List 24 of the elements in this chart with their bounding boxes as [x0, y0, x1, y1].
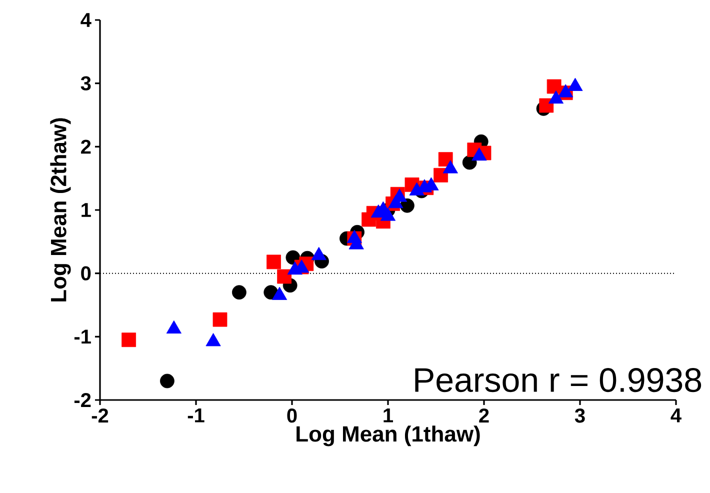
- y-tick-label: 2: [81, 140, 91, 154]
- x-tick-label: 2: [479, 408, 489, 422]
- y-tick-label: -1: [74, 330, 91, 344]
- y-tick-label: 4: [80, 13, 92, 27]
- point: [122, 332, 136, 348]
- x-tick-label: 1: [384, 408, 394, 422]
- y-axis-title: Log Mean (2thaw): [50, 118, 71, 302]
- x-tick-label: -2: [92, 408, 108, 422]
- x-tick-label: 3: [574, 408, 585, 423]
- point: [266, 254, 281, 270]
- point: [539, 98, 554, 113]
- x-tick-label: 0: [287, 408, 297, 423]
- y-tick-label: 1: [82, 203, 91, 217]
- y-tick-label: 3: [80, 76, 91, 90]
- point: [160, 374, 174, 388]
- point: [232, 285, 246, 300]
- annotation: Pearson r = 0.9938: [415, 368, 702, 392]
- x-axis-title: Log Mean (1thaw): [296, 426, 480, 446]
- y-tick-label: -2: [74, 393, 91, 407]
- x-tick-label: -1: [188, 408, 204, 422]
- point: [277, 269, 292, 284]
- point: [212, 312, 228, 327]
- y-tick-label: 0: [81, 266, 91, 280]
- x-tick-label: 4: [670, 408, 682, 422]
